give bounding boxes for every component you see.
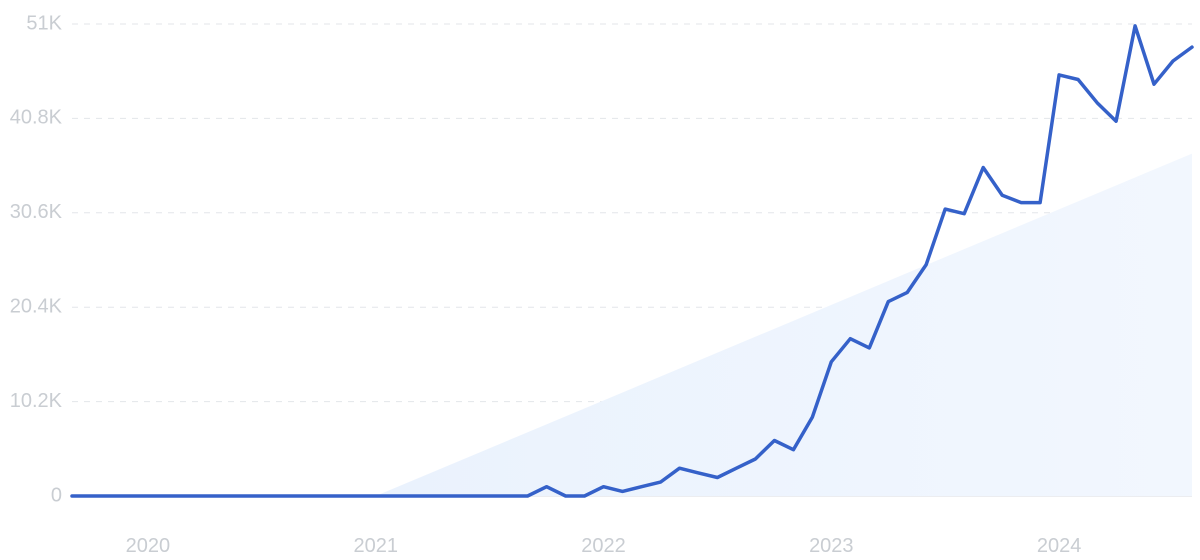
y-tick-label: 10.2K <box>10 390 63 412</box>
y-tick-label: 30.6K <box>10 201 63 223</box>
x-tick-label: 2023 <box>809 535 854 557</box>
x-tick-label: 2020 <box>126 535 171 557</box>
y-tick-label: 40.8K <box>10 107 63 129</box>
y-tick-label: 0 <box>51 484 62 506</box>
x-axis: 2020 2021 2022 2023 2024 <box>126 535 1082 557</box>
trend-triangle <box>375 153 1192 496</box>
y-tick-label: 51K <box>26 12 62 34</box>
series-layer <box>70 24 1194 498</box>
x-tick-label: 2022 <box>581 535 626 557</box>
y-axis: 0 10.2K 20.4K 30.6K 40.8K 51K <box>10 12 63 506</box>
x-tick-label: 2021 <box>353 535 398 557</box>
x-tick-label: 2024 <box>1037 535 1082 557</box>
trend-area <box>375 153 1192 496</box>
y-tick-label: 20.4K <box>10 295 63 317</box>
series-line-0 <box>70 24 1194 498</box>
